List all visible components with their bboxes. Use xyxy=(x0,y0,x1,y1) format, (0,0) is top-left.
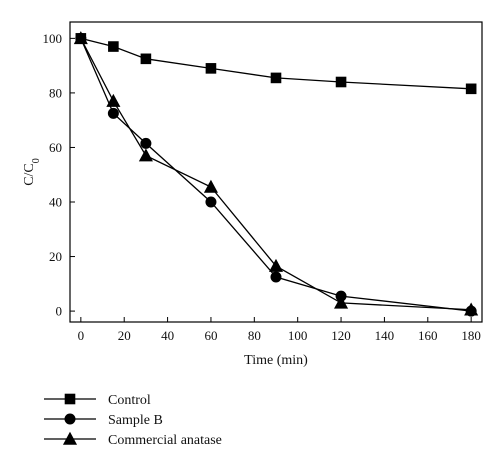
legend-item-commercial-anatase: Commercial anatase xyxy=(44,431,222,448)
y-tick-label: 20 xyxy=(49,249,62,264)
control-point xyxy=(465,83,477,95)
y-tick-label: 0 xyxy=(56,304,63,319)
legend: Control Sample B Commercial anatase xyxy=(44,393,222,448)
y-tick-label: 100 xyxy=(43,31,63,46)
x-axis-title: Time (min) xyxy=(244,353,308,368)
y-axis-title: C/C0 xyxy=(22,158,42,186)
commercial-anatase-point xyxy=(106,93,121,107)
sample-b-point xyxy=(270,271,282,283)
legend-label: Control xyxy=(108,393,151,408)
sample-b-point xyxy=(140,137,152,149)
x-tick-label: 40 xyxy=(161,328,174,343)
control-point xyxy=(205,63,217,74)
commercial-anatase-point xyxy=(138,148,153,162)
control-point xyxy=(270,72,282,84)
x-tick-label: 120 xyxy=(331,328,351,343)
legend-label: Sample B xyxy=(108,413,163,428)
x-axis-ticks: 0 20 40 60 80 100 120 140 160 180 xyxy=(78,317,481,343)
commercial-anatase-point xyxy=(203,179,218,193)
x-tick-label: 140 xyxy=(375,328,395,343)
sample-b-point xyxy=(107,107,119,119)
legend-commercial-anatase-point xyxy=(62,431,78,445)
series-commercial-anatase xyxy=(73,31,479,316)
plot-border xyxy=(69,21,483,323)
series-control xyxy=(75,33,477,95)
sample-b-point xyxy=(205,196,217,208)
y-tick-label: 60 xyxy=(49,140,62,155)
commercial-anatase-point xyxy=(464,302,479,316)
y-axis-title-main: C/C xyxy=(22,163,37,186)
y-axis-title-subscript: 0 xyxy=(31,158,42,163)
control-point xyxy=(140,53,152,65)
legend-control-point xyxy=(64,393,76,405)
commercial-anatase-point xyxy=(268,258,284,272)
commercial-anatase-point xyxy=(334,295,349,309)
plot-frame xyxy=(69,21,483,323)
x-tick-label: 0 xyxy=(78,328,85,343)
legend-label: Commercial anatase xyxy=(108,433,222,448)
y-tick-label: 80 xyxy=(49,85,62,100)
control-point xyxy=(108,41,119,52)
x-tick-label: 160 xyxy=(418,328,438,343)
x-tick-label: 80 xyxy=(248,328,261,343)
legend-sample-b-point xyxy=(64,413,76,425)
control-point xyxy=(335,76,347,88)
commercial-anatase-point xyxy=(73,31,88,45)
y-axis-ticks: 0 20 40 60 80 100 xyxy=(43,31,75,319)
x-tick-label: 100 xyxy=(288,328,308,343)
y-tick-label: 40 xyxy=(49,195,62,210)
x-tick-label: 20 xyxy=(118,328,131,343)
legend-item-control: Control xyxy=(44,393,151,408)
series-layer xyxy=(73,31,479,317)
x-tick-label: 60 xyxy=(204,328,217,343)
legend-item-sample-b: Sample B xyxy=(44,413,163,428)
x-tick-label: 180 xyxy=(461,328,481,343)
